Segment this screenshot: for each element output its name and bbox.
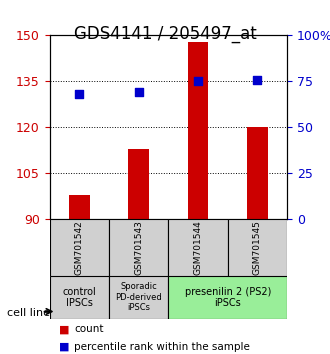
Text: GDS4141 / 205497_at: GDS4141 / 205497_at xyxy=(74,25,256,43)
Text: GSM701545: GSM701545 xyxy=(253,220,262,275)
Text: control
IPSCs: control IPSCs xyxy=(62,286,96,308)
Text: GSM701542: GSM701542 xyxy=(75,221,84,275)
FancyBboxPatch shape xyxy=(168,219,228,276)
Text: ■: ■ xyxy=(59,324,70,334)
Bar xyxy=(128,149,149,219)
Point xyxy=(195,79,201,84)
Text: ■: ■ xyxy=(59,342,70,352)
FancyBboxPatch shape xyxy=(109,276,168,319)
Point xyxy=(77,91,82,97)
FancyBboxPatch shape xyxy=(50,276,109,319)
FancyBboxPatch shape xyxy=(109,219,168,276)
Text: cell line: cell line xyxy=(7,308,50,318)
Point xyxy=(255,77,260,82)
Text: Sporadic
PD-derived
iPSCs: Sporadic PD-derived iPSCs xyxy=(115,282,162,312)
Bar xyxy=(69,195,90,219)
FancyBboxPatch shape xyxy=(50,219,109,276)
Text: presenilin 2 (PS2)
iPSCs: presenilin 2 (PS2) iPSCs xyxy=(184,286,271,308)
Point xyxy=(136,90,141,95)
Text: count: count xyxy=(74,324,104,334)
Text: percentile rank within the sample: percentile rank within the sample xyxy=(74,342,250,352)
FancyBboxPatch shape xyxy=(228,219,287,276)
Bar xyxy=(247,127,268,219)
Bar xyxy=(187,41,209,219)
Text: GSM701543: GSM701543 xyxy=(134,220,143,275)
FancyBboxPatch shape xyxy=(168,276,287,319)
Text: GSM701544: GSM701544 xyxy=(193,221,203,275)
